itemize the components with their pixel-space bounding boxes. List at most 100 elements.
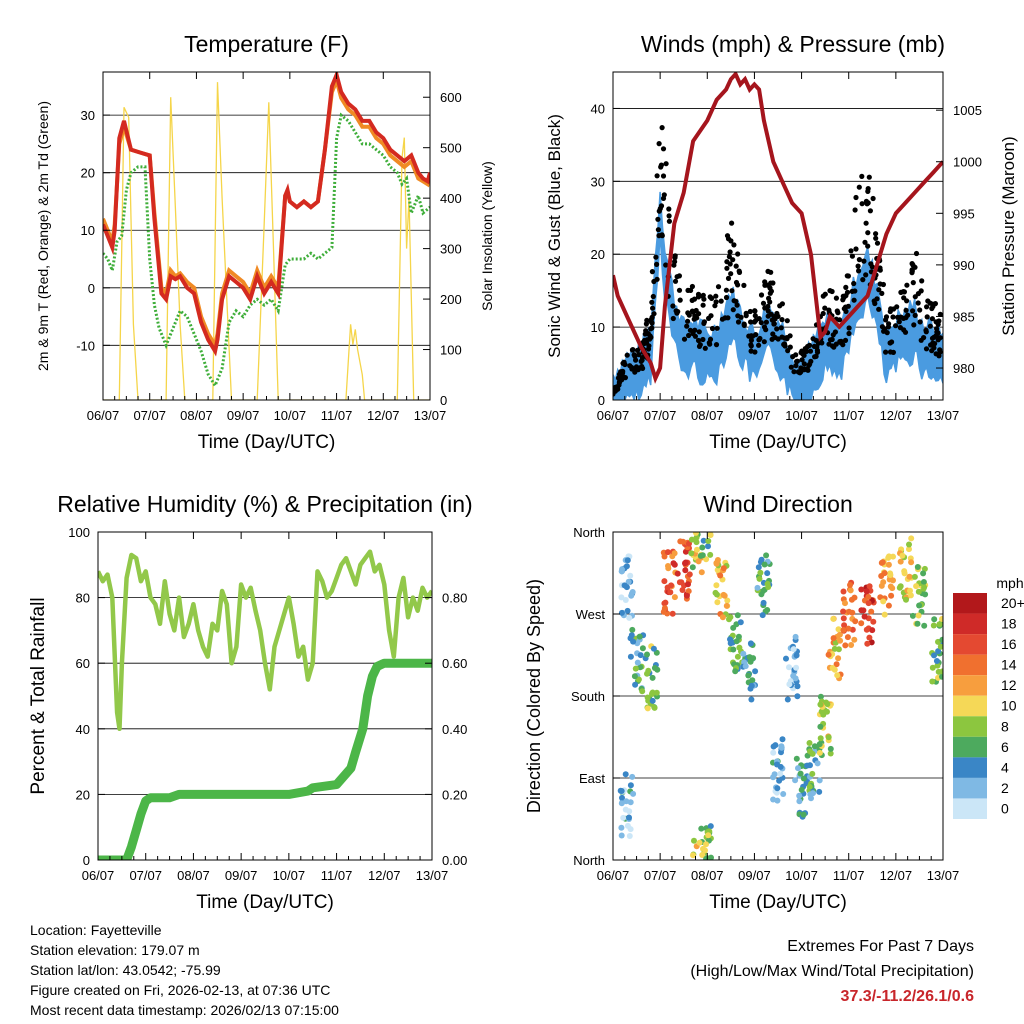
wind-direction-point bbox=[639, 645, 646, 652]
wind-direction-point bbox=[661, 578, 668, 585]
gust-point bbox=[702, 345, 708, 351]
wind-direction-point bbox=[727, 640, 734, 647]
wind-direction-point bbox=[699, 544, 706, 551]
gust-point bbox=[657, 206, 663, 212]
gust-point bbox=[736, 268, 742, 274]
gust-point bbox=[735, 251, 741, 257]
colorbar-label: 8 bbox=[1001, 718, 1009, 734]
wind-direction-point bbox=[934, 662, 941, 669]
gust-point bbox=[767, 299, 773, 305]
wind-direction-point bbox=[686, 571, 693, 578]
panel-humidity: 06/07 07/07 08/07 09/07 10/07 11/07 12/07 13/07… bbox=[28, 491, 473, 913]
wind-direction-point bbox=[774, 785, 781, 792]
wind-direction-point bbox=[939, 616, 943, 622]
wind-direction-point bbox=[786, 681, 793, 688]
y-tick-label: 0 bbox=[598, 393, 605, 408]
gust-point bbox=[735, 313, 741, 319]
gust-point bbox=[648, 326, 654, 332]
x-tick-label: 07/07 bbox=[133, 408, 166, 423]
wind-direction-point bbox=[779, 736, 786, 743]
wind-direction-point bbox=[907, 587, 913, 594]
gust-point bbox=[684, 323, 690, 329]
wind-direction-point bbox=[887, 572, 894, 578]
gust-point bbox=[615, 386, 621, 392]
wind-direction-point bbox=[624, 557, 631, 564]
wind-direction-point bbox=[794, 693, 801, 700]
wind-direction-point bbox=[921, 584, 928, 591]
gust-point bbox=[929, 335, 936, 341]
wind-direction-point bbox=[708, 854, 714, 860]
wind-direction-point bbox=[858, 586, 865, 593]
wind-direction-point bbox=[796, 798, 803, 805]
wind-direction-point bbox=[712, 589, 719, 596]
gust-point bbox=[774, 326, 780, 332]
gust-point bbox=[925, 298, 931, 304]
wind-direction-point bbox=[777, 770, 784, 777]
wind-direction-point bbox=[896, 584, 903, 591]
gust-point bbox=[687, 327, 694, 333]
wind-direction-point bbox=[772, 742, 779, 749]
wind-direction-point bbox=[691, 837, 697, 844]
wind-direction-point bbox=[866, 583, 873, 590]
gust-point bbox=[781, 341, 787, 348]
extremes-values: 37.3/-11.2/26.1/0.6 bbox=[840, 988, 974, 1005]
wind-direction-point bbox=[707, 532, 714, 538]
wind-direction-point bbox=[866, 634, 873, 641]
panel-wind_direction: 06/07 07/07 08/07 09/07 10/07 11/07 12/07 13/07… bbox=[524, 491, 959, 913]
wind-direction-point bbox=[622, 597, 629, 603]
wind-direction-point bbox=[748, 696, 755, 703]
x-tick-label: 12/07 bbox=[880, 868, 913, 883]
wind-direction-point bbox=[705, 538, 712, 544]
y-tick-label: -10 bbox=[76, 338, 95, 353]
y-tick-label: 60 bbox=[76, 656, 90, 671]
gust-point bbox=[903, 307, 909, 313]
gust-point bbox=[656, 141, 662, 147]
wind-direction-point bbox=[631, 673, 638, 680]
gust-point bbox=[752, 308, 758, 314]
colorbar-swatch bbox=[953, 777, 987, 799]
gust-point bbox=[649, 299, 655, 305]
gust-point bbox=[808, 358, 814, 364]
gust-point bbox=[701, 319, 708, 325]
gust-point bbox=[863, 272, 869, 278]
gust-point bbox=[727, 249, 733, 255]
x-tick-label: 09/07 bbox=[738, 408, 771, 423]
gust-point bbox=[659, 125, 665, 131]
wind-direction-point bbox=[747, 658, 754, 665]
wind-direction-point bbox=[901, 570, 908, 577]
wind-direction-point bbox=[639, 688, 646, 695]
gust-point bbox=[775, 336, 781, 342]
wind-direction-point bbox=[759, 588, 766, 595]
gust-point bbox=[691, 296, 698, 302]
gust-point bbox=[865, 230, 871, 236]
colorbar-label: 12 bbox=[1001, 677, 1017, 693]
gust-point bbox=[918, 337, 924, 343]
wind-direction-point bbox=[806, 783, 813, 790]
gust-point bbox=[879, 324, 886, 330]
y-tick-label: 10 bbox=[591, 320, 605, 335]
y-tick-label: 40 bbox=[591, 101, 605, 116]
wind-direction-point bbox=[778, 744, 785, 751]
x-tick-label: 10/07 bbox=[274, 408, 307, 423]
gust-point bbox=[843, 284, 849, 290]
gust-point bbox=[861, 258, 867, 264]
wind-direction-point bbox=[618, 594, 625, 601]
gust-point bbox=[880, 281, 887, 288]
y-tick-label: East bbox=[579, 771, 605, 786]
gust-point bbox=[812, 354, 818, 360]
wind-direction-point bbox=[906, 573, 913, 580]
wind-direction-point bbox=[849, 609, 856, 616]
wind-direction-point bbox=[797, 770, 804, 777]
gust-point bbox=[863, 220, 869, 226]
wind-direction-point bbox=[929, 678, 936, 685]
wind-direction-point bbox=[851, 636, 858, 643]
gust-point bbox=[696, 343, 703, 349]
wind-direction-point bbox=[845, 625, 852, 632]
y-tick-label: 0 bbox=[83, 853, 90, 868]
gust-point bbox=[929, 348, 935, 354]
gust-point bbox=[765, 303, 771, 310]
wind-direction-point bbox=[713, 582, 720, 589]
gust-point bbox=[784, 318, 790, 324]
gust-point bbox=[794, 358, 800, 365]
wind-direction-point bbox=[810, 790, 816, 797]
